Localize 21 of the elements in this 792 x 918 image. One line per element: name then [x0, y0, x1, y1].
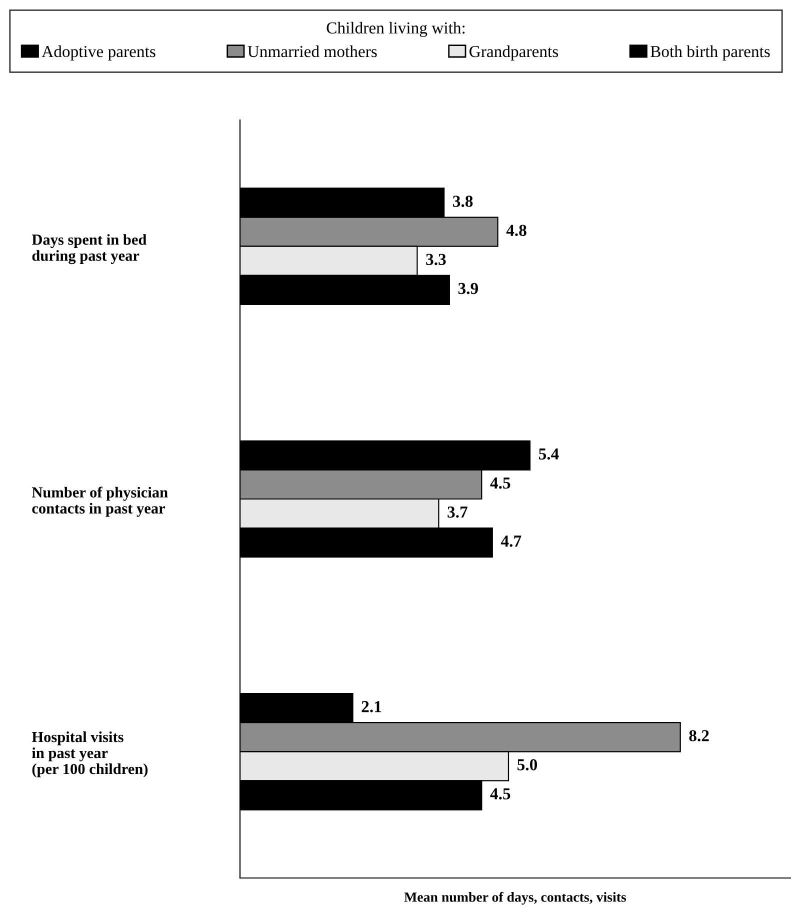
x-axis-title: Mean number of days, contacts, visits — [404, 892, 626, 905]
data-label: 5.4 — [538, 448, 559, 460]
data-label: 3.8 — [453, 196, 473, 207]
legend-label: Grandparents — [470, 45, 558, 61]
data-label: 4.8 — [506, 224, 526, 236]
y-tick-label: Days spent in bed during past year — [32, 234, 147, 264]
data-label: 5.0 — [517, 759, 538, 770]
legend-label: Both birth parents — [650, 45, 770, 61]
data-label: 4.5 — [490, 788, 510, 800]
data-label: 3.9 — [458, 282, 478, 294]
y-tick-label: Hospital visits in past year (per 100 children) — [32, 731, 148, 778]
data-label: 8.2 — [689, 730, 709, 742]
legend-label: Unmarried mothers — [248, 45, 377, 58]
legend-title: Children living with: — [326, 22, 465, 37]
data-label: 4.5 — [490, 478, 510, 489]
data-label: 3.7 — [448, 506, 468, 518]
data-label: 4.7 — [500, 536, 522, 547]
data-label: 2.1 — [362, 701, 382, 712]
y-tick-label: Number of physician contacts in past year — [32, 486, 168, 517]
legend-label: Adoptive parents — [42, 45, 156, 61]
data-label: 3.3 — [426, 254, 446, 266]
